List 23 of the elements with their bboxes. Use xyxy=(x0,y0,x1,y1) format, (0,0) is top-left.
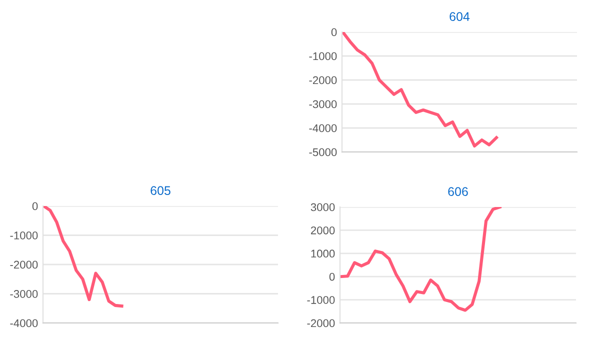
line-series xyxy=(342,32,498,148)
chart-title: 604 xyxy=(450,12,470,22)
y-tick-label: -3000 xyxy=(10,290,38,298)
y-tick-label: -3000 xyxy=(309,100,337,108)
chart-title: 606 xyxy=(448,187,468,196)
y-tick-label: 0 xyxy=(32,202,38,210)
y-tick-label: 2000 xyxy=(310,226,335,234)
y-tick-label: -1000 xyxy=(10,232,38,240)
y-tick-label: -4000 xyxy=(309,124,337,132)
chart-title: 605 xyxy=(150,186,170,196)
y-tick-label: 1000 xyxy=(311,250,335,258)
y-tick-label: 0 xyxy=(331,28,337,36)
y-tick-label: 3000 xyxy=(310,203,335,212)
y-tick-label: -4000 xyxy=(10,319,38,328)
y-tick-label: -2000 xyxy=(10,260,38,269)
y-tick-label: -5000 xyxy=(309,148,337,156)
y-tick-label: 0 xyxy=(329,272,335,281)
y-tick-label: -2000 xyxy=(307,319,335,328)
y-tick-label: -2000 xyxy=(309,76,337,84)
y-tick-label: -1000 xyxy=(307,296,335,304)
line-series xyxy=(43,206,124,308)
y-tick-label: -1000 xyxy=(309,52,337,60)
line-series xyxy=(340,207,502,312)
